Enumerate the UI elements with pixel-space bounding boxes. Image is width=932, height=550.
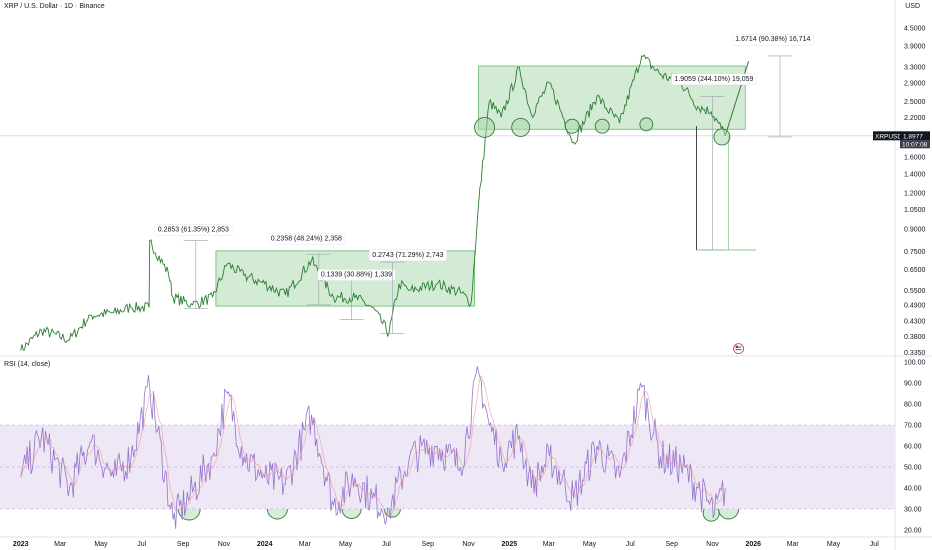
price-tick-label: 1.6000 [904, 155, 926, 162]
rsi-tick-label: 40.00 [904, 486, 922, 493]
support-circle-3 [564, 118, 580, 134]
us-flag-icon [733, 343, 744, 355]
price-tick-label: 0.3800 [904, 334, 926, 341]
time-axis-label: Mar [543, 541, 556, 548]
price-tick-label: 0.9000 [904, 226, 926, 233]
time-axis-label: May [339, 541, 353, 548]
time-axis-label: Nov [218, 541, 231, 548]
rsi-tick-label: 60.00 [904, 444, 922, 451]
measure-label-bg-m1 [154, 224, 233, 236]
rsi-tick-label: 100.00 [904, 360, 926, 367]
measure-label-m3: 0.1339 (30.88%) 1,339 [321, 271, 392, 278]
price-tag-countdown-bg [900, 140, 930, 149]
rsi-ma-line [20, 374, 726, 517]
price-tick-label: 2.2000 [904, 115, 926, 122]
rsi-tick-label: 30.00 [904, 507, 922, 514]
price-tag-value-bg [900, 131, 930, 141]
rsi-tick-label: 20.00 [904, 528, 922, 535]
time-axis-label: 2023 [13, 541, 29, 548]
support-circle-4 [594, 118, 610, 134]
rsi-tick-label: 90.00 [904, 381, 922, 388]
time-axis-label: Jul [626, 541, 635, 548]
chart-title: XRP / U.S. Dollar · 1D · Binance [4, 3, 105, 10]
time-axis-label: 2024 [257, 541, 273, 548]
time-axis-label: 2025 [502, 541, 518, 548]
time-axis-label: Jul [137, 541, 146, 548]
measure-label-m4: 0.2743 (71.29%) 2,743 [372, 252, 443, 259]
rsi-tick-label: 50.00 [904, 465, 922, 472]
support-circle-6 [713, 128, 731, 146]
price-tick-label: 0.4900 [904, 302, 926, 309]
measure-label-bg-m5 [671, 73, 757, 86]
price-tag-value: 1.8977 [903, 133, 923, 140]
rsi-label: RSI (14, close) [4, 361, 51, 368]
price-tick-label: 3.9000 [904, 43, 926, 50]
price-tag-countdown: 10:07:08 [902, 141, 928, 148]
price-tick-label: 4.5000 [904, 26, 926, 33]
measure-label-bg-m4 [369, 249, 447, 262]
time-axis-label: Sep [422, 541, 435, 548]
us-flag-canton-icon [735, 345, 739, 349]
rsi-line [20, 366, 726, 529]
measure-label-m5: 1.9059 (244.10%) 19,059 [674, 76, 753, 83]
price-tick-label: 1.2000 [904, 191, 926, 198]
price-tick-label: 3.3000 [904, 64, 926, 71]
price-tag-symbol: XRPUSD [875, 133, 902, 140]
time-axis-label: Sep [177, 541, 190, 548]
time-axis-label: Mar [299, 541, 312, 548]
time-axis-label: Jul [382, 541, 391, 548]
currency-label: USD [905, 3, 920, 10]
price-tick-label: 0.7500 [904, 249, 926, 256]
time-axis-label: Nov [706, 541, 719, 548]
time-axis-label: Mar [787, 541, 800, 548]
time-axis-label: Sep [666, 541, 679, 548]
measure-label-m2: 0.2358 (48.24%) 2,358 [271, 236, 342, 243]
us-flag-stripe-icon [735, 346, 742, 348]
time-axis-label: Nov [462, 541, 475, 548]
support-circle-5 [639, 117, 654, 132]
price-tag-symbol-bg [873, 131, 901, 141]
rsi-tick-label: 80.00 [904, 402, 922, 409]
price-tick-label: 0.6500 [904, 267, 926, 274]
support-circle-2 [511, 117, 531, 137]
time-axis-label: 2026 [746, 541, 762, 548]
time-axis-label: May [94, 541, 108, 548]
measure-label-bg-m3 [317, 269, 396, 281]
price-series-line [20, 54, 726, 351]
price-tick-label: 2.5000 [904, 99, 926, 106]
price-tick-label: 1.4000 [904, 171, 926, 178]
rsi-tick-label: 70.00 [904, 423, 922, 430]
price-tick-label: 0.3350 [904, 350, 926, 357]
measure-label-bg-m2 [267, 233, 346, 245]
measure-label-m6: 1.6714 (90.38%) 16,714 [735, 36, 810, 43]
time-axis-label: May [583, 541, 597, 548]
time-axis-label: May [827, 541, 841, 548]
time-axis-label: Jul [870, 541, 879, 548]
support-circle-1 [474, 116, 496, 138]
price-tick-label: 1.0500 [904, 207, 926, 214]
measure-label-m1: 0.2853 (61.35%) 2,853 [158, 227, 229, 234]
price-tick-label: 0.4300 [904, 319, 926, 326]
price-tick-label: 2.9000 [904, 80, 926, 87]
price-tick-label: 0.5500 [904, 288, 926, 295]
measure-label-bg-m6 [732, 33, 814, 46]
us-flag-stripe2-icon [735, 349, 742, 351]
time-axis-label: Mar [54, 541, 67, 548]
